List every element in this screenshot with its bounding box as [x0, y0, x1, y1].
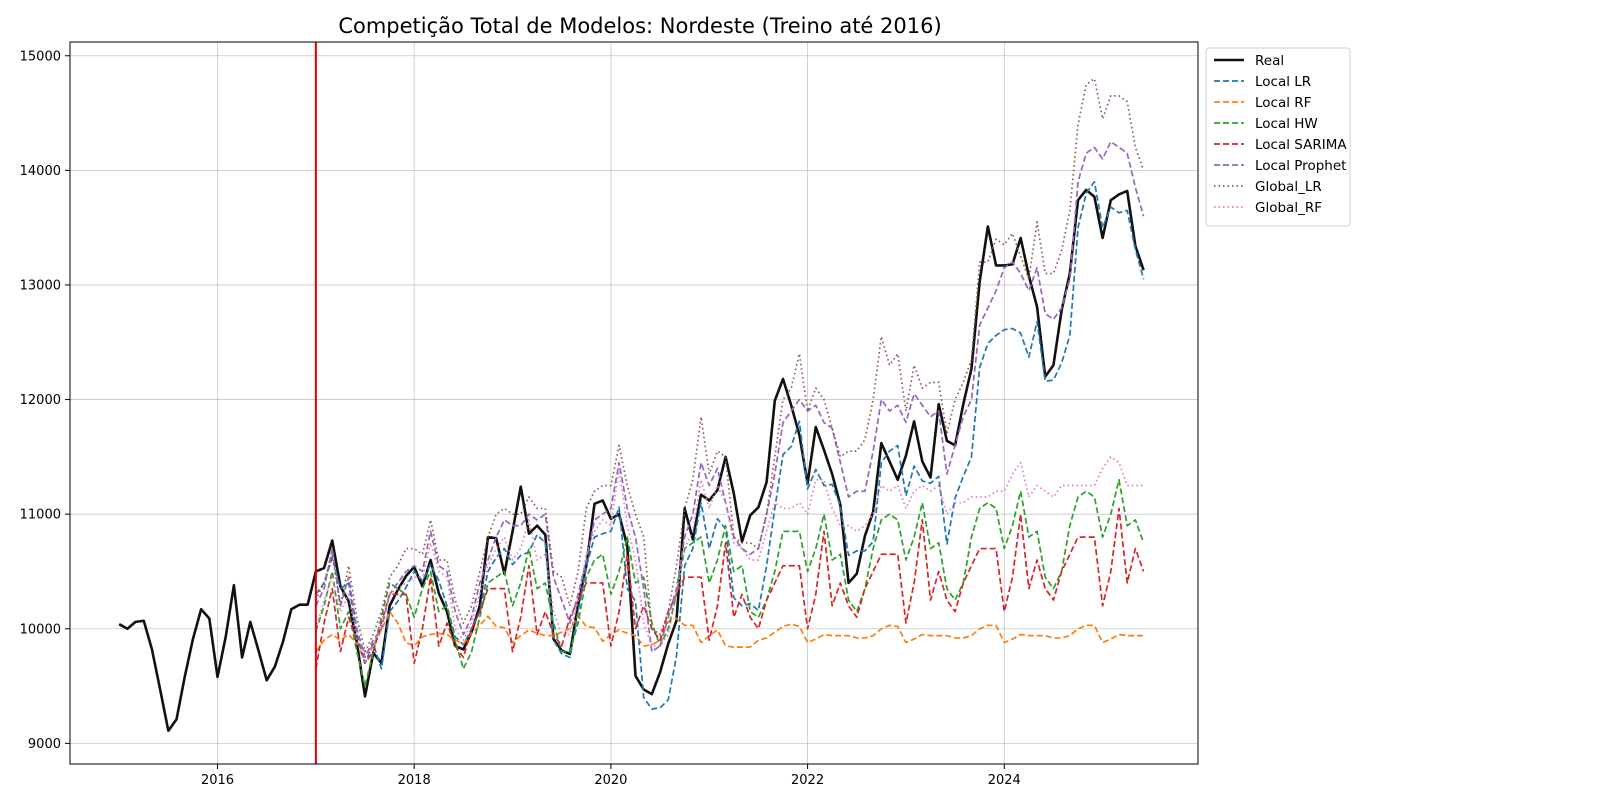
x-axis: 2016 2018 2020 2022 2024 [201, 764, 1021, 788]
y-tick-label: 13000 [20, 278, 61, 293]
grid-lines [70, 42, 1198, 764]
y-axis: 9000 10000 11000 12000 13000 14000 15000 [20, 49, 70, 752]
y-tick-label: 10000 [20, 622, 61, 637]
x-tick-label: 2020 [594, 773, 627, 788]
series-line-local-sarima [315, 507, 1145, 670]
legend-label: Global_RF [1255, 200, 1322, 216]
y-tick-label: 14000 [20, 164, 61, 179]
x-tick-label: 2024 [988, 773, 1021, 788]
legend-label: Real [1255, 53, 1284, 69]
legend-label: Global_LR [1255, 179, 1322, 195]
legend-label: Local HW [1255, 116, 1318, 132]
series-line-global-lr [315, 77, 1145, 653]
y-tick-label: 9000 [28, 737, 61, 752]
y-tick-label: 15000 [20, 49, 61, 64]
series-line-local-hw [315, 478, 1145, 687]
series-line-local-prophet [315, 140, 1145, 659]
legend-label: Local SARIMA [1255, 137, 1347, 153]
x-tick-label: 2016 [201, 773, 234, 788]
legend: Real Local LR Local RF Local HW Local SARIMA… [1205, 47, 1351, 227]
plot-area [118, 42, 1145, 764]
series-line-local-lr [315, 180, 1145, 710]
legend-box [1205, 47, 1351, 227]
plot-frame [69, 41, 1199, 765]
x-tick-label: 2018 [398, 773, 431, 788]
series-line-real [118, 188, 1145, 733]
x-tick-label: 2022 [791, 773, 824, 788]
legend-label: Local RF [1255, 95, 1311, 111]
chart-title: Competição Total de Modelos: Nordeste (T… [338, 14, 941, 38]
y-tick-label: 11000 [20, 508, 61, 523]
y-tick-label: 12000 [20, 393, 61, 408]
legend-label: Local Prophet [1255, 158, 1346, 174]
series-line-local-rf [315, 610, 1144, 653]
legend-label: Local LR [1255, 74, 1311, 90]
